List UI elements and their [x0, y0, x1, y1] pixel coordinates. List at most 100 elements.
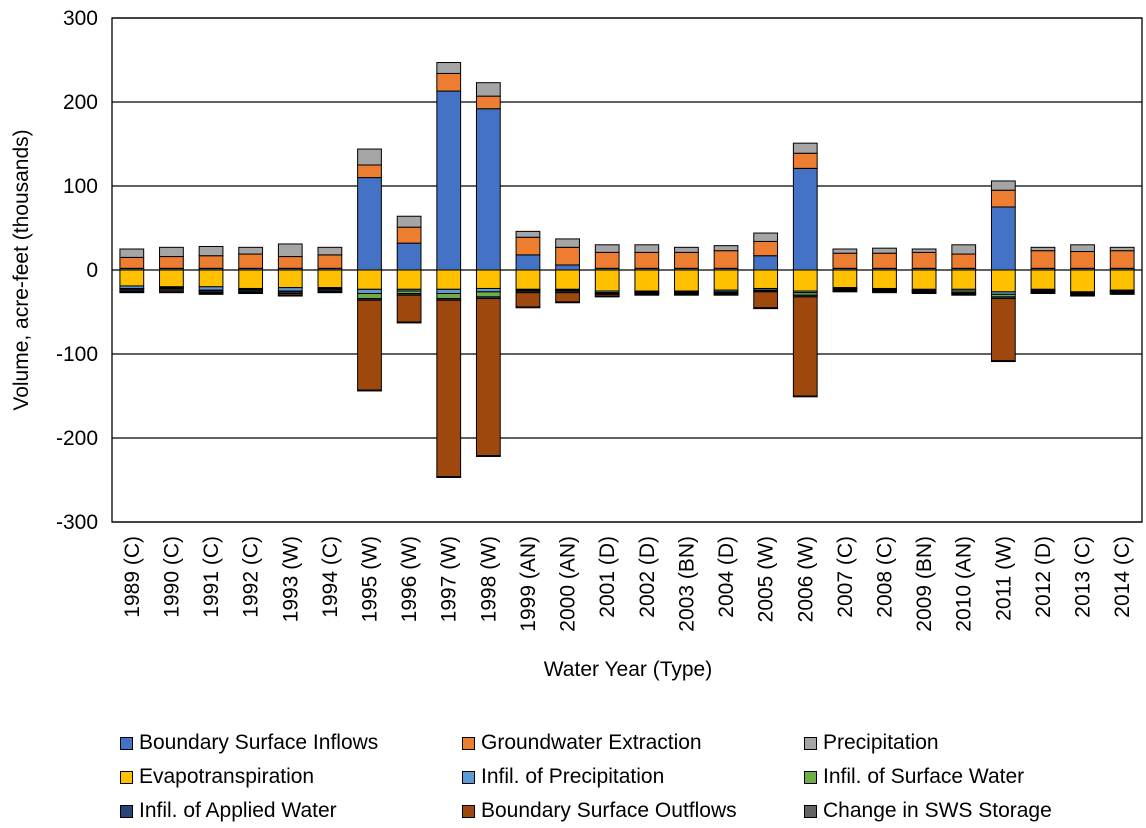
bar-segment	[1070, 244, 1095, 253]
legend-label: Groundwater Extraction	[481, 731, 702, 754]
bar-segment	[1070, 251, 1095, 269]
legend-swatch	[120, 804, 133, 818]
x-tick-label: 1990 (C)	[160, 536, 183, 618]
bar-segment	[753, 269, 779, 289]
bar-segment	[198, 286, 224, 291]
x-tick-label: 2012 (D)	[1032, 536, 1055, 618]
y-tick-label: -200	[56, 427, 98, 450]
x-tick-label: 2009 (BN)	[913, 536, 936, 632]
bar-segment	[555, 246, 580, 266]
y-tick-label: 0	[86, 259, 98, 282]
legend-label: Infil. of Applied Water	[139, 799, 337, 822]
bar-segment	[475, 298, 501, 457]
bar-segment	[753, 291, 779, 309]
x-tick-label: 2013 (C)	[1072, 536, 1095, 618]
bar-segment	[1070, 269, 1095, 293]
legend-item: Boundary Surface Inflows	[120, 731, 462, 755]
bar-segment	[436, 293, 462, 300]
x-tick-label: 2008 (C)	[874, 536, 897, 618]
legend-item: Change in SWS Storage	[804, 799, 1104, 823]
bar-segment	[396, 294, 422, 323]
x-axis-title: Water Year (Type)	[544, 658, 712, 681]
bar-segment	[396, 226, 422, 244]
x-tick-label: 2011 (W)	[992, 536, 1015, 621]
bar-segment	[1070, 294, 1095, 297]
legend-swatch	[462, 804, 475, 818]
bar-segment	[951, 244, 977, 255]
gridlines	[111, 17, 1143, 523]
legend-item: Infil. of Surface Water	[804, 765, 1104, 789]
bar-segment	[990, 360, 1016, 363]
y-tick-label: 300	[63, 7, 98, 30]
x-tick-label: 1998 (W)	[477, 536, 500, 622]
bar-segment	[436, 476, 462, 478]
bar-segment	[990, 269, 1016, 293]
bar-segment	[832, 248, 858, 254]
x-tick-label: 1994 (C)	[319, 536, 342, 618]
legend-label: Boundary Surface Outflows	[481, 799, 737, 822]
bar-segment	[1030, 269, 1056, 290]
legend-swatch	[120, 770, 133, 784]
bar-segment	[990, 298, 1016, 362]
bar-segment	[634, 293, 660, 296]
bar-segment	[159, 291, 184, 294]
x-tick-label: 1995 (W)	[359, 536, 382, 622]
bar-segment	[713, 250, 739, 269]
bar-segment	[792, 142, 818, 154]
bar-segment	[238, 269, 264, 289]
legend-item: Infil. of Applied Water	[120, 799, 462, 823]
bar-segment	[832, 252, 858, 269]
bar-segment	[238, 292, 264, 295]
bar-segment	[1109, 246, 1135, 252]
legend-item: Groundwater Extraction	[462, 731, 804, 755]
x-tick-label: 1996 (W)	[398, 536, 421, 622]
bar-segment	[238, 246, 264, 255]
bar-segment	[198, 255, 224, 269]
legend-label: Change in SWS Storage	[823, 799, 1052, 822]
bar-segment	[277, 269, 303, 289]
y-axis-title: Volume, acre-feet (thousands)	[10, 129, 33, 410]
legend-label: Infil. of Precipitation	[481, 765, 665, 788]
bar-segment	[317, 291, 343, 294]
bar-segment	[555, 238, 580, 248]
bar-segment	[357, 177, 382, 271]
y-tick-label: 100	[63, 175, 98, 198]
bar-segment	[1109, 250, 1135, 269]
bar-segment	[951, 269, 977, 290]
bars	[119, 62, 1135, 478]
bar-segment	[475, 287, 501, 293]
bar-segment	[357, 148, 382, 166]
legend-swatch	[804, 770, 817, 784]
x-tick-label: 2010 (AN)	[953, 536, 976, 632]
bar-segment	[872, 247, 897, 254]
bar-segment	[713, 269, 739, 291]
x-tick-label: 1997 (W)	[438, 536, 461, 622]
bar-segment	[634, 269, 660, 292]
bar-segment	[1030, 250, 1056, 269]
bar-segment	[159, 256, 184, 269]
x-tick-label: 1993 (W)	[279, 536, 302, 622]
bar-segment	[317, 269, 343, 289]
bar-segment	[515, 254, 541, 271]
plot-frame	[111, 17, 1143, 523]
bar-segment	[317, 246, 343, 256]
bar-segment	[436, 299, 462, 478]
legend-swatch	[462, 736, 475, 750]
bar-segment	[475, 108, 501, 271]
x-tick-label: 1991 (C)	[200, 536, 223, 618]
bar-segment	[277, 256, 303, 269]
bar-segment	[753, 307, 779, 310]
bar-segment	[753, 240, 779, 257]
bar-segment	[515, 269, 541, 290]
bar-segment	[713, 245, 739, 252]
x-tick-label: 1999 (AN)	[517, 536, 540, 632]
legend-label: Evapotranspiration	[139, 765, 315, 788]
x-tick-label: 2002 (D)	[636, 536, 659, 618]
bar-segment	[555, 264, 580, 271]
bar-segment	[357, 164, 382, 179]
x-tick-label: 2005 (W)	[755, 536, 778, 622]
legend-row: Boundary Surface Inflows Groundwater Extr…	[120, 726, 1120, 760]
bar-segment	[198, 269, 224, 288]
legend-item: Evapotranspiration	[120, 765, 462, 789]
